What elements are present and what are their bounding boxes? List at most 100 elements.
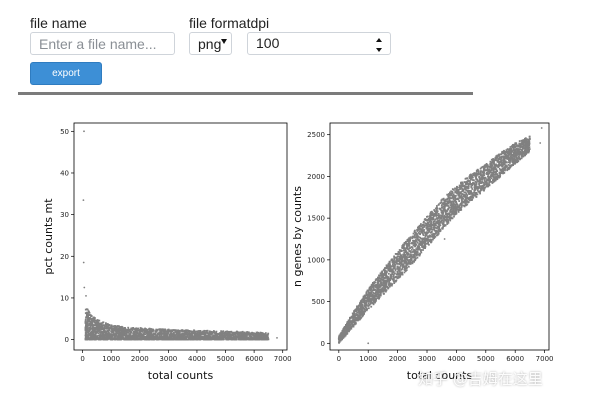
file-format-select[interactable]: png [189,32,232,55]
data-point [508,159,510,161]
spinner-up-icon[interactable] [376,38,382,42]
data-point [416,248,419,251]
data-point [97,321,100,324]
data-point [401,250,403,252]
data-point [423,239,426,242]
data-point [89,331,92,334]
data-point [383,277,386,279]
data-point [146,328,149,331]
data-point [476,173,479,175]
data-point [499,160,501,163]
data-point [464,191,467,194]
data-point [90,334,93,337]
data-point [156,338,159,341]
data-point [452,193,455,196]
data-point [84,320,87,323]
data-point [109,338,112,341]
data-point [394,269,397,272]
data-point [455,194,457,197]
data-point [114,325,116,327]
data-point [121,327,124,330]
data-point [243,334,246,336]
data-point [383,284,386,286]
data-point [94,327,97,329]
data-point [512,153,515,156]
data-point [443,205,446,207]
outlier-point [82,199,85,202]
data-point [232,334,235,337]
data-point [127,338,129,341]
data-point [351,319,354,322]
data-point [203,336,205,339]
data-point [129,335,132,338]
data-point [494,168,497,171]
data-point [233,338,236,341]
data-point [424,224,427,227]
data-point [215,330,218,333]
data-point [107,333,109,336]
data-point [423,226,426,228]
data-point [470,193,473,195]
data-point [516,147,518,150]
data-point [135,330,138,333]
data-point [141,333,144,336]
data-point [483,164,486,167]
data-point [447,207,450,209]
data-point [514,151,517,153]
data-point [410,255,413,258]
data-point [155,328,158,331]
data-point [257,337,260,339]
data-point [411,247,414,249]
data-point [177,335,179,338]
data-point [222,338,225,341]
data-point [421,240,424,243]
export-button[interactable]: export [30,62,102,85]
data-point [411,260,414,263]
data-point [497,155,499,158]
data-point [398,272,401,275]
data-point [490,166,492,169]
data-point [362,295,365,298]
data-point [389,282,392,285]
data-point [195,330,198,333]
data-point [178,338,181,341]
dpi-input[interactable]: 100 [247,32,391,55]
data-point [443,201,446,204]
data-point [159,328,162,331]
data-point [87,314,90,317]
data-point [259,335,262,338]
data-point [181,330,183,333]
data-point [94,322,97,325]
data-point [454,211,457,214]
data-point [117,338,120,341]
data-point [112,330,115,333]
data-point [84,326,87,329]
spinner-down-icon[interactable] [376,48,382,52]
data-point [208,334,211,336]
data-point [222,334,225,337]
data-point [465,189,468,192]
data-point [406,240,409,242]
spinner-icon[interactable] [376,38,384,52]
data-point [439,228,442,231]
data-point [509,155,512,158]
data-point [447,221,450,224]
data-point [376,288,379,290]
data-point [409,260,412,263]
data-point [433,223,435,226]
data-point [181,333,183,335]
data-point [519,148,522,150]
data-point [459,188,462,190]
data-point [469,183,472,186]
data-point [154,338,156,341]
file-name-input[interactable] [30,32,175,55]
data-point [479,170,482,173]
data-point [151,333,154,336]
data-point [96,338,99,340]
data-point [92,338,94,341]
data-point [194,338,197,340]
data-point [369,287,371,290]
data-point [398,263,400,265]
data-point [349,320,352,322]
data-point [157,333,160,335]
